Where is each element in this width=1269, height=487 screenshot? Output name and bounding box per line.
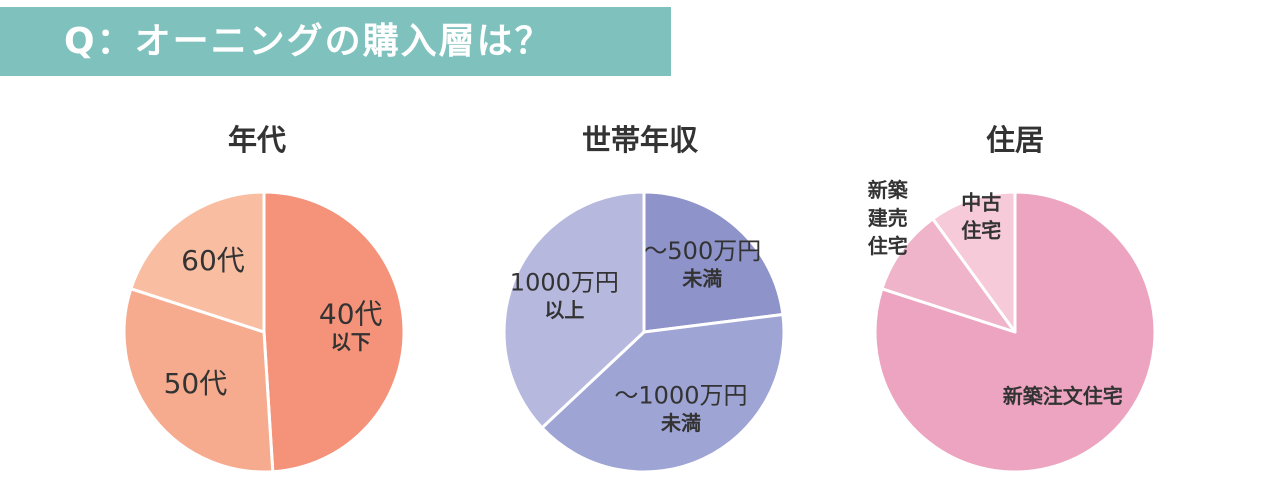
housing-pie-label-2-1: 住宅 [961, 219, 1001, 243]
income-pie-slice-2 [502, 190, 646, 430]
age-pie-slice-1 [122, 287, 275, 474]
housing-pie-slice-2 [931, 190, 1017, 334]
age-pie-label-0-0: 40代 [319, 297, 383, 330]
housing-pie-label-1-1: 建売 [868, 206, 908, 230]
housing-pie-label-0-0: 新築注文住宅 [1003, 384, 1123, 408]
age-pie-slice-0 [262, 190, 406, 474]
income-pie-label-2-0: 1000万円 [510, 269, 619, 297]
age-pie-label-2-0: 60代 [181, 244, 245, 277]
income-pie-slice-0 [642, 190, 785, 334]
income-pie-slice-1 [540, 312, 786, 474]
housing-pie-slice-1 [880, 217, 1017, 334]
chart-title-income: 世帯年収 [581, 123, 698, 157]
age-pie-label-0-1: 以下 [331, 330, 371, 354]
housing-pie-label-1-0: 新築 [868, 178, 909, 202]
question-header: Q：オーニングの購入層は？ [0, 7, 671, 76]
income-pie-label-1-1: 未満 [661, 411, 701, 435]
chart-title-housing: 住居 [985, 123, 1044, 157]
income-pie-label-0-1: 未満 [682, 266, 722, 290]
income-pie-label-1-0: 〜1000万円 [614, 382, 747, 410]
housing-pie-label-1-2: 住宅 [868, 234, 908, 258]
housing-pie-label-2-0: 中古 [961, 191, 1001, 215]
income-pie-label-2-1: 以上 [544, 298, 584, 322]
age-pie-slice-2 [129, 190, 266, 334]
question-title: Q：オーニングの購入層は？ [64, 21, 553, 62]
age-pie-label-1-0: 50代 [164, 367, 228, 400]
income-pie-label-0-0: 〜500万円 [643, 237, 761, 265]
chart-title-age: 年代 [227, 123, 286, 157]
